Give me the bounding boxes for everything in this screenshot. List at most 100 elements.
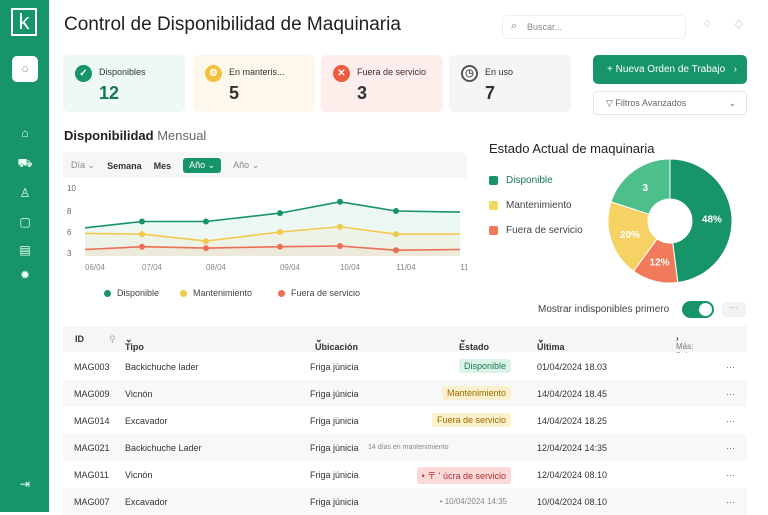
status-icon: ✓ — [75, 65, 92, 82]
row-menu-button[interactable]: ··· — [726, 497, 735, 507]
card-value: 5 — [229, 83, 240, 103]
search-placeholder: Buscar... — [527, 22, 563, 32]
filters-label: Filtros Avanzados — [615, 98, 687, 108]
data-point — [277, 243, 283, 250]
logout-icon[interactable]: ⇥ — [19, 477, 31, 491]
card-value: 7 — [485, 83, 496, 103]
truck-icon[interactable]: ⛟ — [17, 156, 33, 170]
col-actividad[interactable]: Última Actividad ⌄ — [537, 334, 578, 362]
legend-item: Mantenimiento — [180, 288, 252, 298]
series-area — [85, 201, 460, 256]
tab-ano-active[interactable]: Año ⌄ — [183, 158, 222, 173]
tab-semana[interactable]: Semana — [107, 160, 142, 171]
col-tipo[interactable]: Tipo ⌄ — [125, 334, 144, 352]
data-point — [337, 243, 343, 249]
card-label: En manteris... — [229, 67, 285, 77]
user-icon[interactable]: ♙ — [19, 186, 31, 200]
col-id[interactable]: ID — [75, 334, 84, 344]
data-point — [277, 210, 283, 217]
table-row[interactable]: MAG021 Backichuche Lader Friga júnicia 14 d… — [63, 434, 747, 461]
x-tick-label: 09/04 — [280, 263, 301, 272]
filter-icon: ▽ — [606, 98, 616, 108]
card-label: Disponibles — [99, 67, 146, 77]
line-chart-svg: 10 8 6 3 06/04 07/04 08/04 09/04 10/04 11/04 11/04 — [67, 184, 467, 272]
table-row[interactable]: MAG011 Vicnón Friga júnicia • 〒 ' úcra de s… — [63, 461, 747, 488]
notification-bell-icon[interactable]: ♢ — [733, 17, 745, 32]
tab-dia[interactable]: Día ⌄ — [71, 160, 96, 170]
x-tick-label: 08/04 — [206, 263, 227, 272]
monthly-title-main: Disponibilidad — [64, 128, 154, 143]
home-icon[interactable]: ⌂ — [21, 126, 29, 140]
cell-actividad: 12/04/2024 08.10 — [537, 470, 608, 480]
data-point — [203, 238, 209, 245]
card-value: 12 — [99, 83, 120, 103]
col-ubicacion[interactable]: Ubicación ⌄ — [315, 334, 359, 352]
pie-slice — [610, 158, 671, 215]
status-badge: Disponible — [458, 359, 511, 373]
data-point — [203, 218, 209, 225]
cell-tipo: Excavador — [125, 416, 168, 426]
bell-small-icon[interactable]: ♢ — [703, 19, 712, 30]
pie-legend-item: Mantenimiento — [489, 200, 572, 211]
row-menu-button[interactable]: ··· — [726, 470, 735, 480]
x-tick-label: 06/04 — [85, 263, 106, 272]
status-icon: ⚙ — [205, 65, 222, 82]
cell-id: MAG009 — [74, 389, 110, 399]
pie-slice-label: 3 — [643, 183, 649, 194]
tab-mes[interactable]: Mes — [153, 160, 172, 171]
chat-icon[interactable]: ▢ — [19, 215, 31, 229]
report-icon[interactable]: ▤ — [19, 243, 31, 257]
x-tick-label: 11/04 — [396, 263, 416, 272]
table-row[interactable]: MAG014 Excavador Friga júnicia Fuera de ser… — [63, 407, 747, 434]
more-options-button[interactable]: ··· — [722, 302, 746, 317]
advanced-filters-dropdown[interactable]: ▽ Filtros Avanzados ⌄ — [593, 91, 747, 115]
data-point — [139, 231, 145, 238]
chevron-right-icon: › — [733, 64, 737, 75]
status-icon: ◷ — [461, 65, 478, 82]
new-work-order-button[interactable]: + Nueva Orden de Trabajo › — [593, 55, 747, 84]
status-card[interactable]: ⚙ En manteris... 5 — [193, 55, 315, 112]
status-card[interactable]: ◷ En uso 7 — [449, 55, 571, 112]
tab-ano[interactable]: Año ⌄ — [233, 160, 260, 170]
chevron-down-icon: ⌄ — [728, 98, 736, 108]
filter-icon[interactable]: ⚲ — [109, 334, 116, 344]
pie-slice-label: 48% — [702, 214, 722, 225]
row-menu-button[interactable]: ··· — [726, 416, 735, 426]
y-tick-label: 8 — [67, 207, 72, 216]
pie-slice-label: 12% — [650, 258, 670, 269]
cell-id: MAG014 — [74, 416, 110, 426]
status-card[interactable]: ✓ Disponibles 12 — [63, 55, 185, 112]
gear-icon[interactable]: ✹ — [19, 268, 31, 282]
status-badge: • 〒 ' úcra de servicio — [416, 467, 511, 484]
cell-id: MAG011 — [74, 470, 109, 480]
row-menu-button[interactable]: ··· — [726, 443, 735, 453]
table-row[interactable]: MAG007 Excavador Friga júnicia • 10/04/2024… — [63, 488, 747, 515]
search-input[interactable]: ⌕ Buscar... — [502, 15, 686, 39]
data-point — [393, 208, 399, 214]
pager[interactable]: Más: 8 de 27 › — [676, 334, 694, 369]
col-estado[interactable]: Estado ⌄ — [459, 334, 490, 352]
pie-legend-item: Disponible — [489, 175, 553, 186]
status-card[interactable]: ✕ Fuera de servicio 3 — [321, 55, 443, 112]
cell-tipo: Vicnón — [125, 389, 153, 399]
data-point — [337, 223, 343, 230]
table-row[interactable]: MAG009 Vicnón Friga júnicia Mantenimiento 14… — [63, 380, 747, 407]
table-row[interactable]: MAG003 Backichuche lader Friga júnicia Disp… — [63, 353, 747, 380]
cell-tipo: Backichuche lader — [125, 362, 199, 372]
cell-actividad: 01/04/2024 18.03 — [537, 362, 608, 372]
cell-actividad: 14/04/2024 18.25 — [537, 416, 608, 426]
page-title: Control de Disponibilidad de Maquinaria — [64, 14, 401, 35]
y-tick-label: 6 — [67, 228, 72, 237]
row-menu-button[interactable]: ··· — [726, 389, 735, 399]
sidebar: k ○ ⌂ ⛟ ♙ ▢ ▤ ✹ ⇥ — [0, 0, 49, 512]
cell-tipo: Excavador — [125, 497, 168, 507]
cell-ubicacion: Friga júnicia — [310, 470, 359, 480]
card-label: Fuera de servicio — [357, 67, 427, 77]
search-icon: ⌕ — [511, 20, 518, 32]
sidebar-search-icon[interactable]: ○ — [12, 56, 38, 82]
show-unavailable-toggle[interactable] — [682, 301, 714, 318]
data-point — [139, 243, 145, 250]
y-tick-label: 10 — [67, 184, 76, 193]
row-menu-button[interactable]: ··· — [726, 362, 735, 372]
cell-ubicacion: Friga júnicia — [310, 416, 359, 426]
